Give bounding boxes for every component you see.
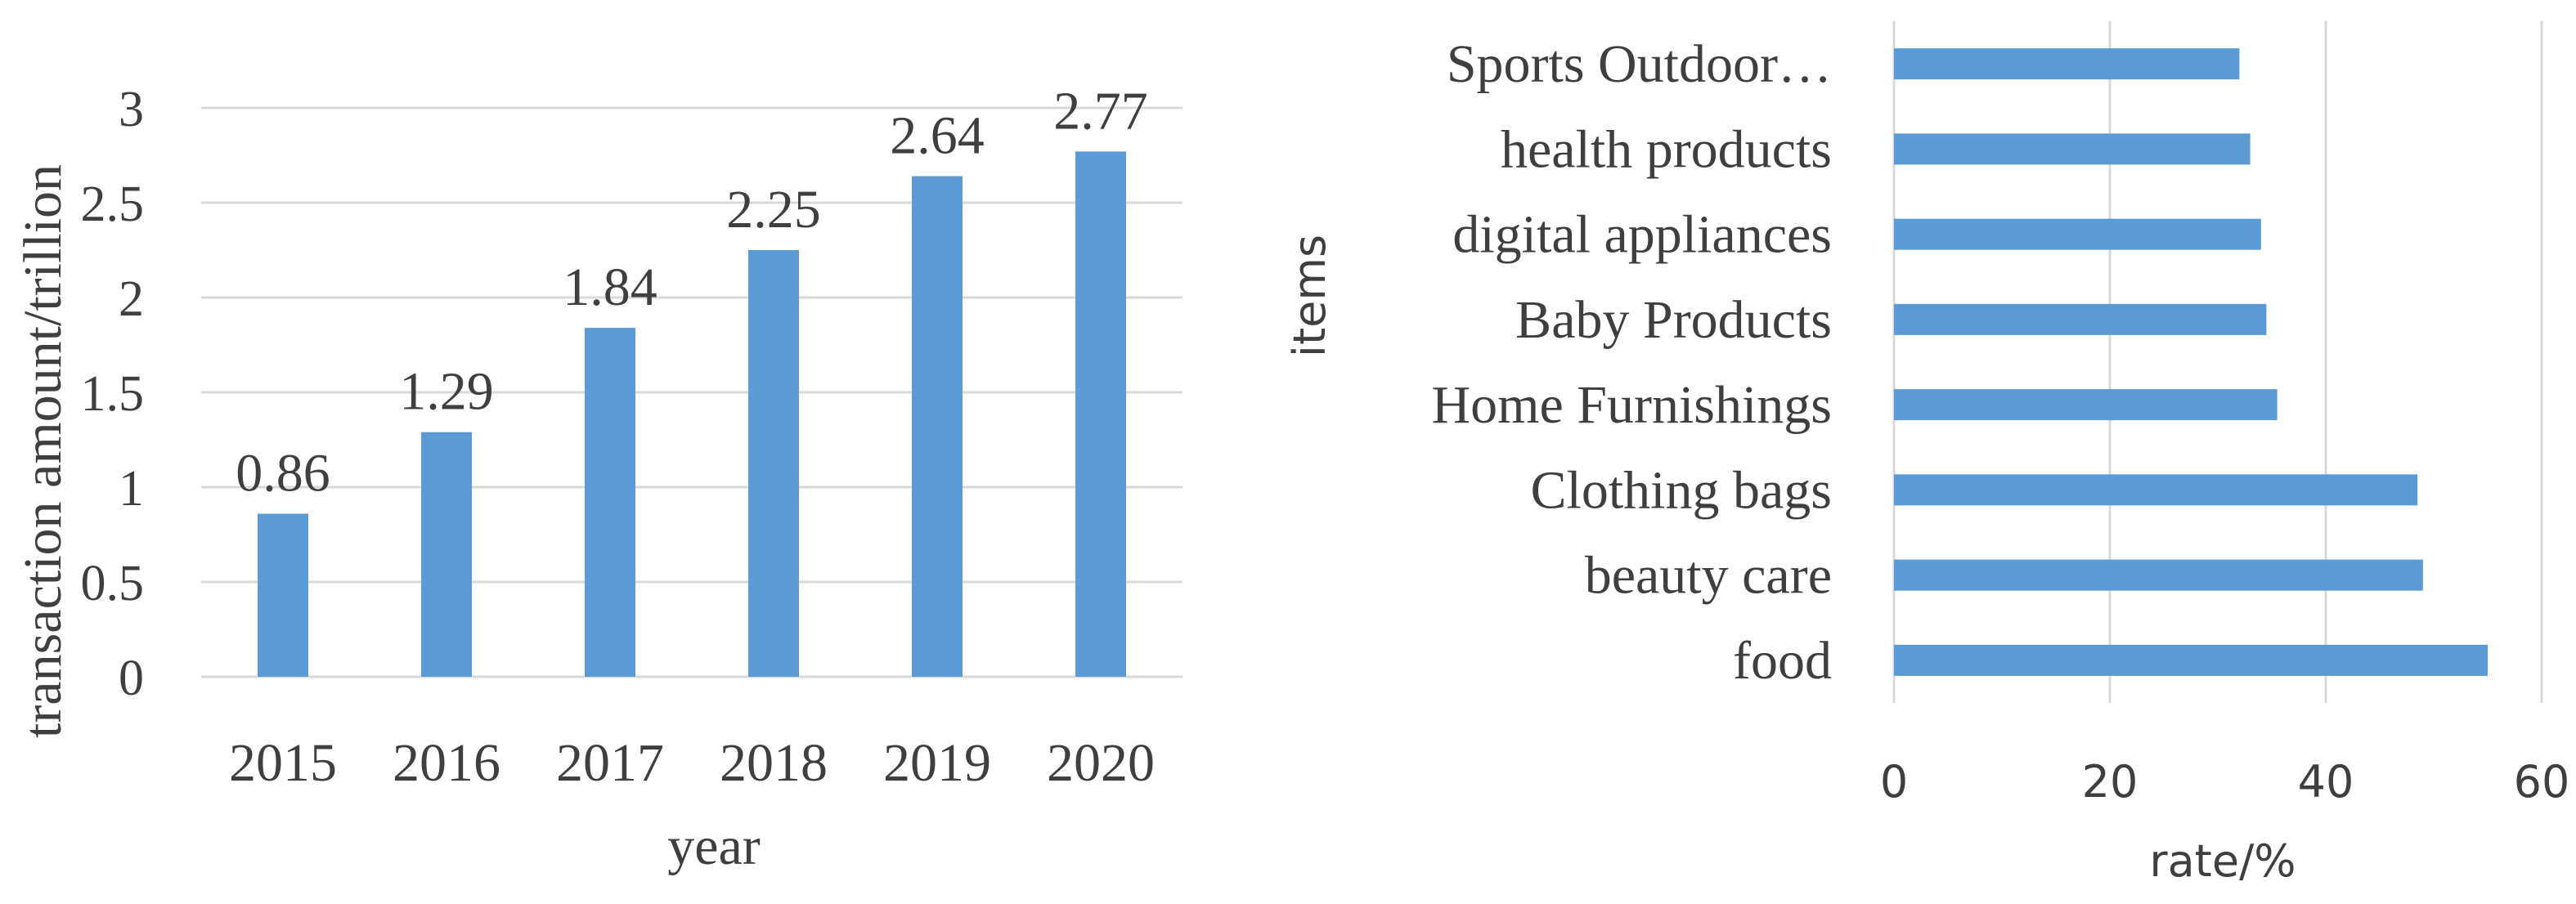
bar-2020	[1075, 151, 1126, 678]
left-y-tick-label: 0.5	[81, 556, 145, 611]
data-label-2017: 1.84	[563, 257, 657, 317]
data-label-2020: 2.77	[1053, 81, 1148, 141]
category-label-food: food	[1733, 631, 1832, 691]
transaction-amount-chart: 0.86 1.29 1.84 2.25 2.64 2.77 0 0.5 1 1.5 2 2.5 3 2…	[13, 81, 1183, 876]
right-x-tick-label: 60	[2514, 756, 2570, 808]
bar-Home Furnishings	[1894, 389, 2278, 421]
category-label-beauty care: beauty care	[1585, 546, 1832, 606]
data-label-2016: 1.29	[399, 362, 494, 422]
category-label-Baby Products: Baby Products	[1515, 290, 1832, 350]
left-bars	[258, 151, 1126, 678]
left-x-tick-labels: 2015 2016 2017 2018 2019 2020	[229, 733, 1155, 793]
bar-food	[1894, 644, 2488, 676]
left-y-tick-label: 2.5	[81, 177, 145, 232]
x-tick-label-2017: 2017	[556, 733, 664, 793]
data-label-2018: 2.25	[726, 180, 821, 239]
category-label-Clothing bags: Clothing bags	[1530, 460, 1832, 520]
bar-Sports Outdoor…	[1894, 48, 2240, 80]
data-label-2019: 2.64	[890, 106, 985, 166]
left-y-tick-label: 0	[119, 651, 144, 706]
category-label-Sports Outdoor…: Sports Outdoor…	[1447, 34, 1832, 94]
bar-Baby Products	[1894, 303, 2267, 335]
left-y-tick-label: 1.5	[81, 366, 145, 422]
left-y-tick-labels: 0 0.5 1 1.5 2 2.5 3	[81, 82, 145, 706]
category-label-Home Furnishings: Home Furnishings	[1431, 375, 1832, 435]
right-category-labels: food beauty care Clothing bags Home Furnish…	[1431, 34, 1832, 691]
right-gridlines	[1892, 21, 2543, 703]
bar-2015	[258, 513, 308, 677]
bar-2016	[421, 432, 472, 677]
right-x-tick-label: 40	[2298, 756, 2354, 808]
category-rate-chart: food beauty care Clothing bags Home Furnish…	[1284, 21, 2569, 887]
left-x-axis-title: year	[667, 817, 761, 876]
right-bars	[1894, 48, 2488, 676]
right-x-tick-label: 0	[1880, 756, 1908, 808]
x-tick-label-2018: 2018	[720, 733, 828, 793]
bar-digital appliances	[1894, 218, 2261, 250]
category-label-health products: health products	[1501, 119, 1832, 179]
bar-health products	[1894, 133, 2251, 165]
x-tick-label-2015: 2015	[229, 733, 337, 793]
bar-beauty care	[1894, 559, 2423, 591]
right-x-axis-title: rate/%	[2149, 835, 2296, 887]
x-tick-label-2020: 2020	[1047, 733, 1155, 793]
bar-2017	[585, 328, 635, 677]
right-x-tick-labels: 0 20 40 60	[1880, 756, 2570, 808]
left-data-labels: 0.86 1.29 1.84 2.25 2.64 2.77	[236, 81, 1148, 503]
left-y-tick-label: 2	[119, 271, 144, 327]
data-label-2015: 0.86	[236, 443, 330, 503]
left-y-axis-title: transaction amount/trillion	[13, 164, 73, 738]
left-gridlines	[201, 106, 1183, 678]
bar-Clothing bags	[1894, 474, 2418, 506]
category-label-digital appliances: digital appliances	[1452, 205, 1832, 265]
bar-2018	[748, 250, 799, 677]
bar-2019	[912, 176, 963, 677]
x-tick-label-2016: 2016	[393, 733, 500, 793]
right-x-tick-label: 20	[2082, 756, 2138, 808]
right-y-axis-title: items	[1284, 235, 1335, 357]
left-y-tick-label: 3	[119, 82, 144, 137]
left-y-tick-label: 1	[119, 461, 144, 517]
x-tick-label-2019: 2019	[883, 733, 991, 793]
